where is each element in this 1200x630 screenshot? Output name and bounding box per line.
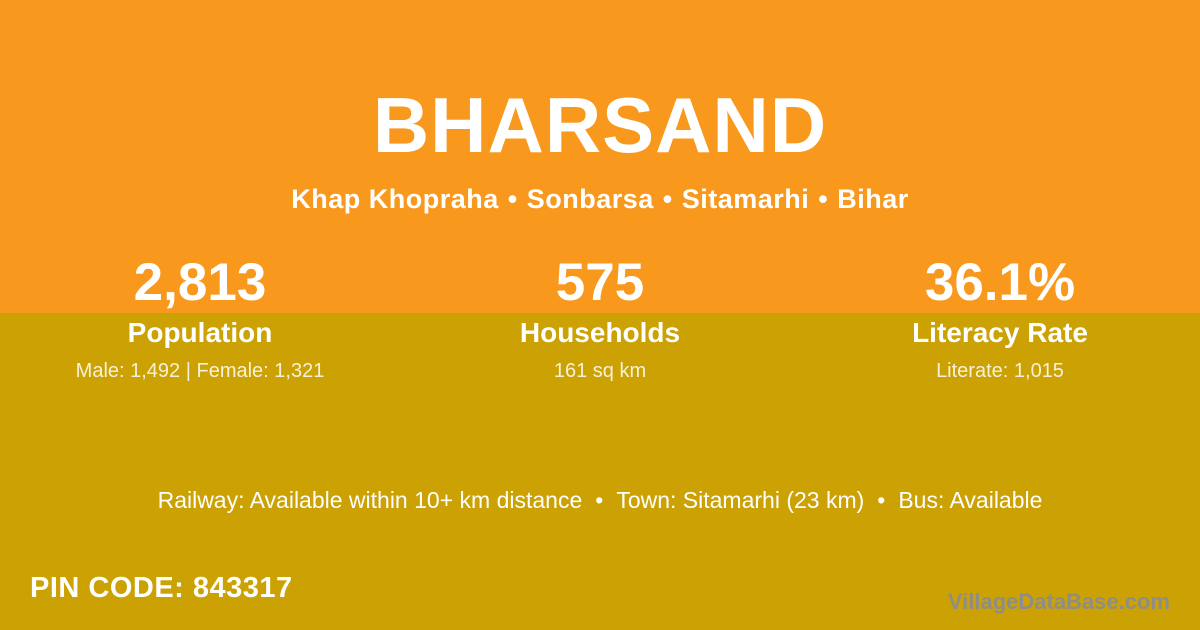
stat-literacy: 36.1% Literacy Rate Literate: 1,015 xyxy=(800,256,1200,382)
households-label: Households xyxy=(519,317,681,348)
bullet-separator: • xyxy=(507,184,518,214)
village-title: BHARSAND xyxy=(372,81,828,169)
breadcrumb-part-state: Bihar xyxy=(837,184,909,214)
bullet-separator: • xyxy=(877,487,886,513)
bullet-separator: • xyxy=(595,487,604,513)
gold-body-background xyxy=(0,313,1200,630)
breadcrumb-part-district: Sitamarhi xyxy=(681,184,810,214)
population-label: Population xyxy=(127,317,273,348)
orange-header-background xyxy=(0,0,1200,313)
breadcrumb-part-village: Khap Khopraha xyxy=(291,184,499,214)
pin-code: PIN CODE: 843317 xyxy=(30,572,293,604)
households-value: 575 xyxy=(555,253,645,312)
stat-households: 575 Households 161 sq km xyxy=(400,256,800,382)
population-detail: Male: 1,492 | Female: 1,321 xyxy=(75,360,325,382)
transport-info-line: Railway: Available within 10+ km distanc… xyxy=(0,487,1200,513)
stats-row: 2,813 Population Male: 1,492 | Female: 1… xyxy=(0,256,1200,382)
town-info: Town: Sitamarhi (23 km) xyxy=(616,487,865,513)
bullet-separator: • xyxy=(818,184,829,214)
location-breadcrumb: Khap Khopraha • Sonbarsa • Sitamarhi • Bihar xyxy=(0,184,1200,215)
breadcrumb-part-block: Sonbarsa xyxy=(526,184,654,214)
literacy-label: Literacy Rate xyxy=(912,317,1088,348)
website-watermark: VillageDataBase.com xyxy=(947,589,1170,614)
literacy-detail: Literate: 1,015 xyxy=(936,360,1064,382)
bullet-separator: • xyxy=(662,184,673,214)
population-value: 2,813 xyxy=(133,253,267,312)
bus-info: Bus: Available xyxy=(898,487,1043,513)
railway-info: Railway: Available within 10+ km distanc… xyxy=(157,487,583,513)
literacy-value: 36.1% xyxy=(924,253,1076,312)
households-detail: 161 sq km xyxy=(553,360,647,382)
stat-population: 2,813 Population Male: 1,492 | Female: 1… xyxy=(0,256,400,382)
